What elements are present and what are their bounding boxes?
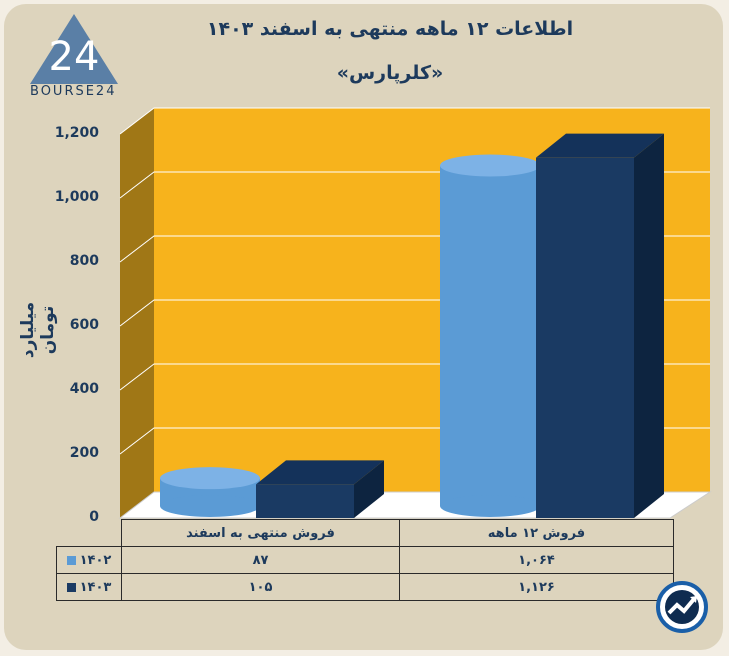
chart-subtitle: «کلرپارس» (336, 62, 444, 84)
gridline (119, 107, 710, 135)
legend-swatch (66, 555, 76, 565)
y-tick-label: 0 (89, 509, 99, 525)
y-tick-label: 800 (69, 253, 99, 269)
data-table: فروش منتهی به اسفند فروش ۱۲ ماهه ۱۴۰۲ ۸۷… (56, 519, 674, 601)
svg-text:24: 24 (49, 34, 100, 80)
bar-cylinder-top (160, 467, 260, 490)
category-label: فروش منتهی به اسفند (121, 519, 400, 547)
bar-cylinder-bottom (440, 495, 540, 517)
category-label: فروش ۱۲ ماهه (399, 519, 674, 547)
bourse24-logo: 24 (30, 14, 118, 84)
bar-cylinder-top (440, 154, 540, 177)
data-table-header-row: فروش منتهی به اسفند فروش ۱۲ ماهه (56, 519, 674, 547)
data-table-row: ۱۴۰۳ ۱۰۵ ۱,۱۲۶ (56, 573, 674, 601)
y-tick-label: 600 (69, 317, 99, 333)
y-tick-label: 1,000 (54, 189, 99, 205)
y-tick-label: 1,200 (54, 125, 99, 141)
bar-box-top (256, 460, 384, 485)
data-label: ۱,۱۲۶ (399, 573, 674, 601)
y-tick-label: 400 (69, 381, 99, 397)
y-tick-label: 200 (69, 445, 99, 461)
trend-badge-icon (656, 581, 708, 633)
legend-entry: ۱۴۰۳ (56, 573, 122, 601)
data-label: ۱,۰۶۴ (399, 546, 674, 574)
data-label: ۸۷ (121, 546, 400, 574)
bar-box-front (536, 157, 634, 518)
chart-title: اطلاعات ۱۲ ماهه منتهی به اسفند ۱۴۰۳ (206, 18, 574, 40)
bar-box-side (354, 460, 384, 518)
series-name: ۱۴۰۳ (79, 579, 112, 595)
series-name: ۱۴۰۲ (79, 552, 112, 568)
logo-text: BOURSE24 (30, 84, 117, 99)
data-label: ۱۰۵ (121, 573, 400, 601)
legend-swatch (66, 582, 76, 592)
bar-cylinder-bottom (160, 495, 260, 517)
legend-entry: ۱۴۰۲ (56, 546, 122, 574)
data-table-row: ۱۴۰۲ ۸۷ ۱,۰۶۴ (56, 546, 674, 574)
bar-box-top (536, 133, 664, 158)
bar-box-front (256, 484, 354, 518)
bar-cylinder-body (440, 165, 540, 506)
bar-box-side (634, 133, 664, 518)
